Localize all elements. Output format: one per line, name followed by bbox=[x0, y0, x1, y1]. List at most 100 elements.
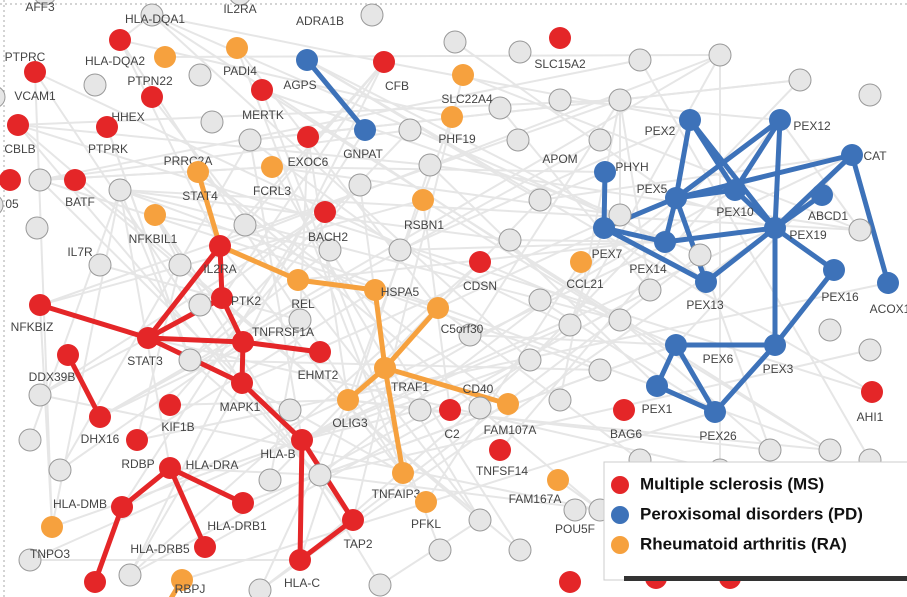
background-edge bbox=[301, 409, 421, 441]
node bbox=[48, 458, 72, 482]
node bbox=[18, 548, 42, 572]
node bbox=[171, 569, 193, 591]
edge bbox=[295, 277, 378, 293]
node-label: IL2RA bbox=[223, 2, 256, 16]
background-edge bbox=[779, 119, 861, 231]
node bbox=[111, 496, 133, 518]
node-label: PEX12 bbox=[793, 119, 831, 133]
node bbox=[497, 393, 519, 415]
background-edge bbox=[675, 197, 776, 229]
node bbox=[764, 217, 786, 239]
background-edge bbox=[34, 71, 571, 326]
node bbox=[688, 243, 712, 267]
edge bbox=[382, 365, 406, 476]
node bbox=[84, 571, 106, 593]
node bbox=[679, 109, 701, 131]
background-edge bbox=[619, 319, 771, 451]
node bbox=[468, 396, 492, 420]
background-edge bbox=[352, 74, 464, 521]
node bbox=[168, 253, 192, 277]
node-label: C5orf30 bbox=[441, 322, 484, 336]
node bbox=[232, 331, 254, 353]
node bbox=[518, 348, 542, 372]
node-label: CD40 bbox=[463, 382, 494, 396]
node bbox=[144, 204, 166, 226]
node bbox=[18, 428, 42, 452]
node-label: PADI4 bbox=[223, 64, 257, 78]
background-edge bbox=[39, 394, 601, 511]
node-label: HLA-C bbox=[284, 576, 320, 590]
node bbox=[443, 30, 467, 54]
edge bbox=[92, 504, 125, 585]
background-edge bbox=[119, 39, 453, 118]
node bbox=[608, 308, 632, 332]
node bbox=[488, 96, 512, 120]
edge bbox=[239, 380, 305, 443]
node-label: MERTK bbox=[242, 108, 284, 122]
node bbox=[412, 189, 434, 211]
background-edge bbox=[164, 54, 721, 58]
node bbox=[238, 128, 262, 152]
node-label: RBPJ bbox=[175, 582, 206, 596]
node bbox=[226, 37, 248, 59]
node-label: TNFSF14 bbox=[476, 464, 528, 478]
node bbox=[758, 438, 782, 462]
node-label: STAT3 bbox=[127, 354, 163, 368]
node bbox=[764, 334, 786, 356]
node bbox=[230, 0, 250, 6]
node-label: IL7R bbox=[67, 245, 93, 259]
background-edge bbox=[119, 39, 221, 247]
node-label: DHX16 bbox=[81, 432, 120, 446]
node-label: PEX5 bbox=[637, 182, 668, 196]
node bbox=[211, 287, 233, 309]
node bbox=[638, 278, 662, 302]
node bbox=[318, 238, 342, 262]
node bbox=[29, 294, 51, 316]
node-label: PTPRK bbox=[88, 142, 128, 156]
background-edge bbox=[569, 54, 721, 326]
node bbox=[83, 73, 107, 97]
edge bbox=[673, 342, 718, 415]
node bbox=[337, 389, 359, 411]
node-label: PEX19 bbox=[789, 228, 827, 242]
node bbox=[704, 401, 726, 423]
node bbox=[588, 128, 612, 152]
node bbox=[360, 3, 384, 27]
node-label: PTK2 bbox=[231, 294, 261, 308]
background-edge bbox=[249, 79, 801, 141]
node bbox=[354, 119, 376, 141]
node bbox=[508, 538, 532, 562]
edge bbox=[297, 517, 356, 563]
node-label: HLA-DRB1 bbox=[207, 519, 267, 533]
background-edge bbox=[241, 382, 354, 521]
node bbox=[154, 46, 176, 68]
node bbox=[548, 88, 572, 112]
node bbox=[441, 106, 463, 128]
node-label: CAT bbox=[863, 149, 887, 163]
node-label: CDSN bbox=[463, 279, 497, 293]
edge bbox=[703, 225, 778, 285]
node bbox=[608, 88, 632, 112]
background-edge bbox=[529, 79, 801, 361]
node bbox=[231, 372, 253, 394]
edge bbox=[673, 117, 783, 201]
node-label: TNFAIP3 bbox=[372, 487, 421, 501]
node-label: FCRL3 bbox=[253, 184, 291, 198]
node-label: PTPN22 bbox=[127, 74, 173, 88]
edge bbox=[167, 465, 246, 506]
node bbox=[288, 308, 312, 332]
node-label: TNPO3 bbox=[30, 547, 70, 561]
edge bbox=[304, 57, 368, 133]
node bbox=[28, 383, 52, 407]
node bbox=[848, 218, 872, 242]
background-edge bbox=[99, 319, 301, 418]
node bbox=[408, 398, 432, 422]
node bbox=[665, 334, 687, 356]
node-label: HSPA5 bbox=[381, 285, 420, 299]
background-edge bbox=[383, 61, 691, 121]
node bbox=[28, 168, 52, 192]
node bbox=[258, 468, 282, 492]
background-edge bbox=[136, 282, 889, 441]
background-edge bbox=[249, 139, 303, 441]
